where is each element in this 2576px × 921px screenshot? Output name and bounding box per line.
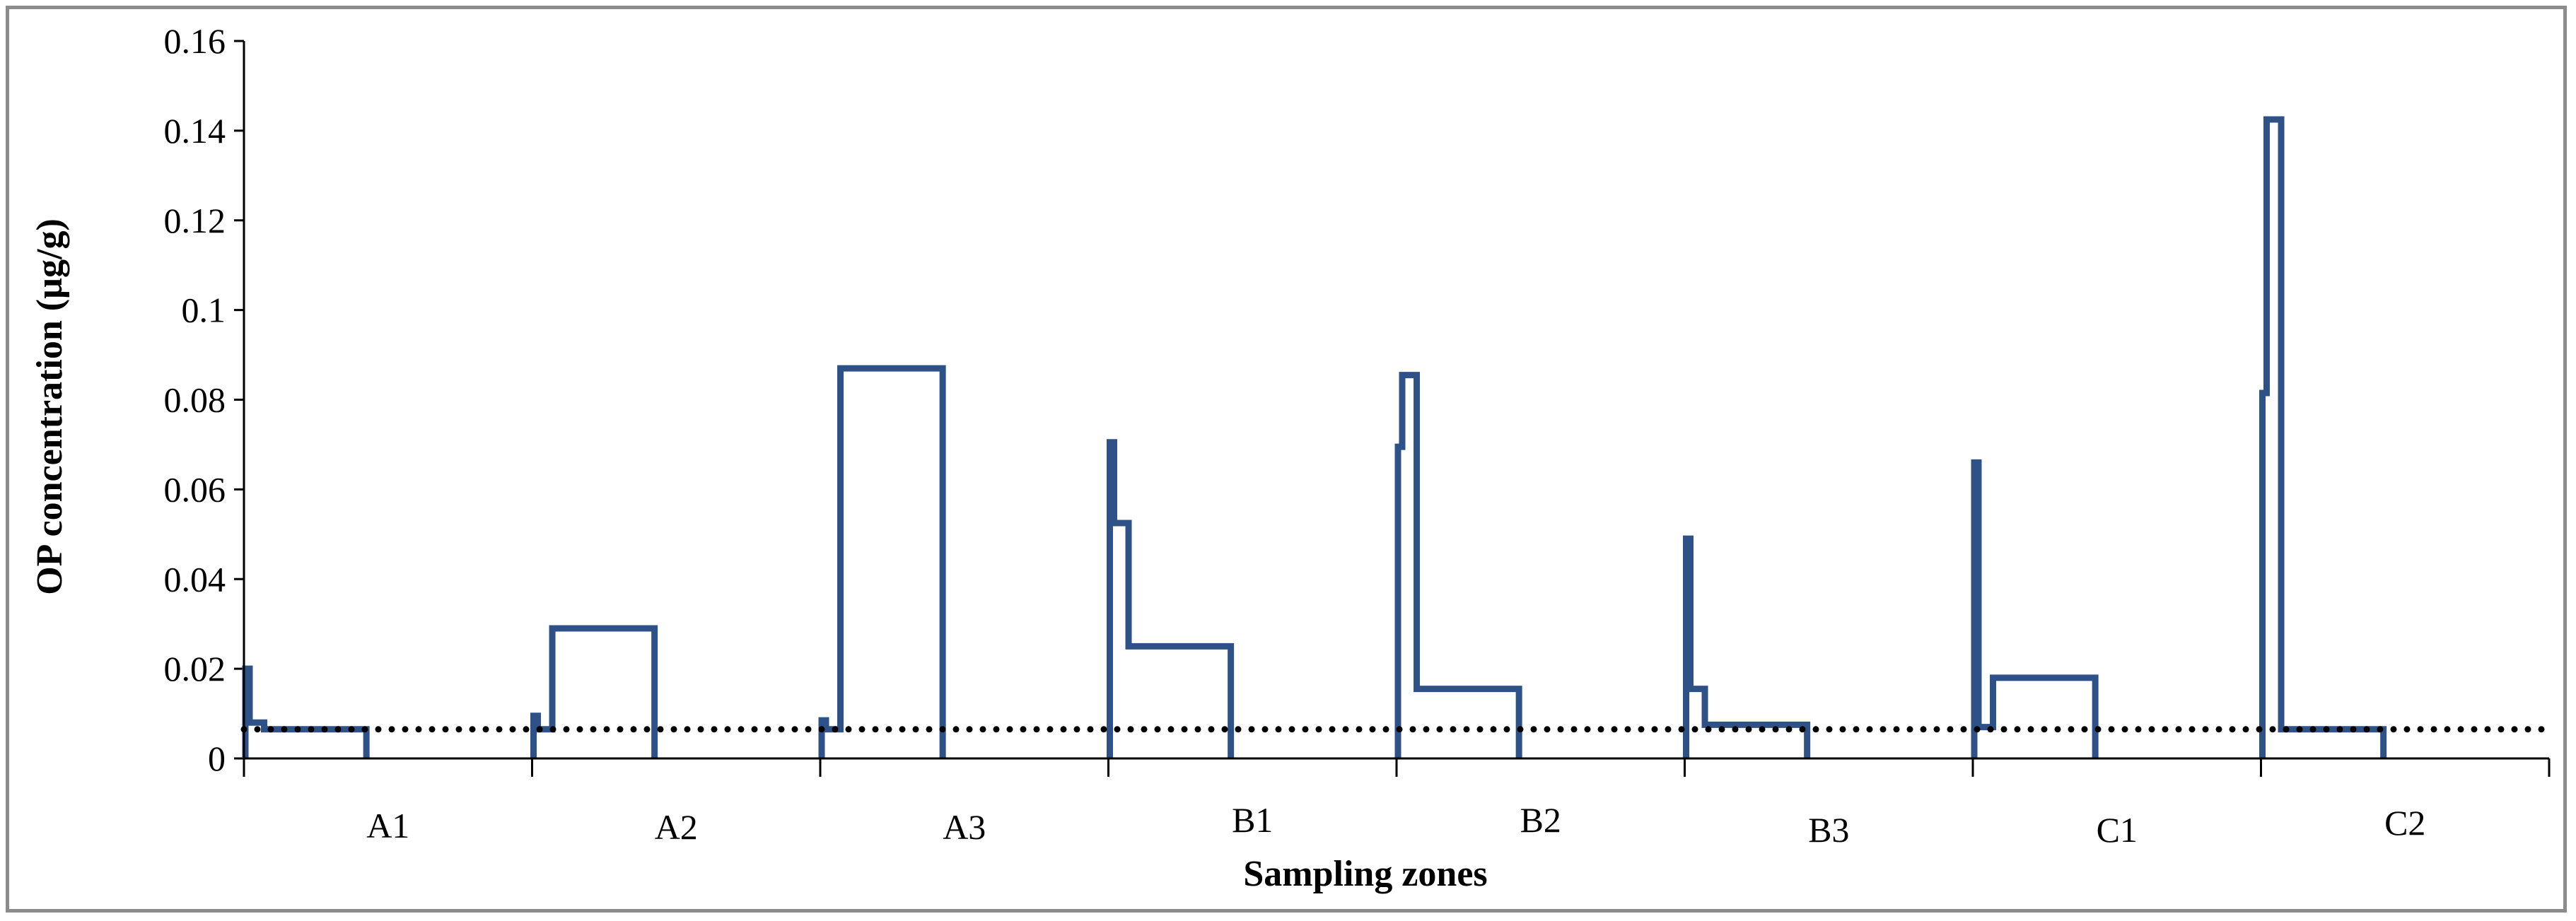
x-tick-label: B1 — [1232, 800, 1273, 840]
x-tick-label: C1 — [2097, 810, 2138, 850]
y-tick-label: 0.16 — [164, 21, 226, 61]
y-axis-ticks — [234, 40, 244, 760]
y-tick-label: 0.02 — [164, 649, 226, 688]
x-tick-label: C2 — [2384, 803, 2425, 843]
x-axis-title: Sampling zones — [1243, 854, 1487, 894]
x-axis-tick-labels: A1 A2 A3 B1 B2 B3 C1 C2 — [366, 800, 2425, 850]
y-tick-label: 0 — [208, 739, 226, 778]
y-axis-title: OP concentration (µg/g) — [30, 218, 70, 595]
y-tick-label: 0.08 — [164, 380, 226, 420]
series-step-A2 — [530, 625, 658, 758]
series-step-B3 — [1683, 535, 1811, 758]
series-step-B2 — [1394, 372, 1522, 758]
y-tick-label: 0.12 — [164, 201, 226, 240]
x-tick-label: A3 — [943, 807, 986, 847]
chart-frame: 0 0.02 0.04 0.06 0.08 0.1 0.12 0.14 0.16 A1 A2 A3 B… — [6, 6, 2567, 913]
series-layer — [240, 116, 2553, 758]
y-tick-label: 0.04 — [164, 559, 226, 599]
y-axis-tick-labels: 0 0.02 0.04 0.06 0.08 0.1 0.12 0.14 0.16 — [164, 21, 226, 778]
series-step-B1 — [1107, 439, 1235, 758]
x-tick-label: B3 — [1808, 810, 1849, 850]
x-tick-label: B2 — [1520, 800, 1561, 840]
x-tick-label: A2 — [655, 807, 698, 847]
y-tick-label: 0.06 — [164, 469, 226, 509]
chart-svg: 0 0.02 0.04 0.06 0.08 0.1 0.12 0.14 0.16 A1 A2 A3 B… — [30, 21, 2553, 894]
x-axis-ticks — [243, 758, 2551, 777]
y-tick-label: 0.14 — [164, 111, 226, 151]
series-step-A3 — [818, 365, 946, 758]
series-step-C2 — [2259, 116, 2387, 758]
series-step-C1 — [1971, 459, 2099, 758]
y-tick-label: 0.1 — [182, 291, 226, 330]
x-tick-label: A1 — [366, 806, 409, 845]
series-step-A1 — [242, 665, 370, 758]
